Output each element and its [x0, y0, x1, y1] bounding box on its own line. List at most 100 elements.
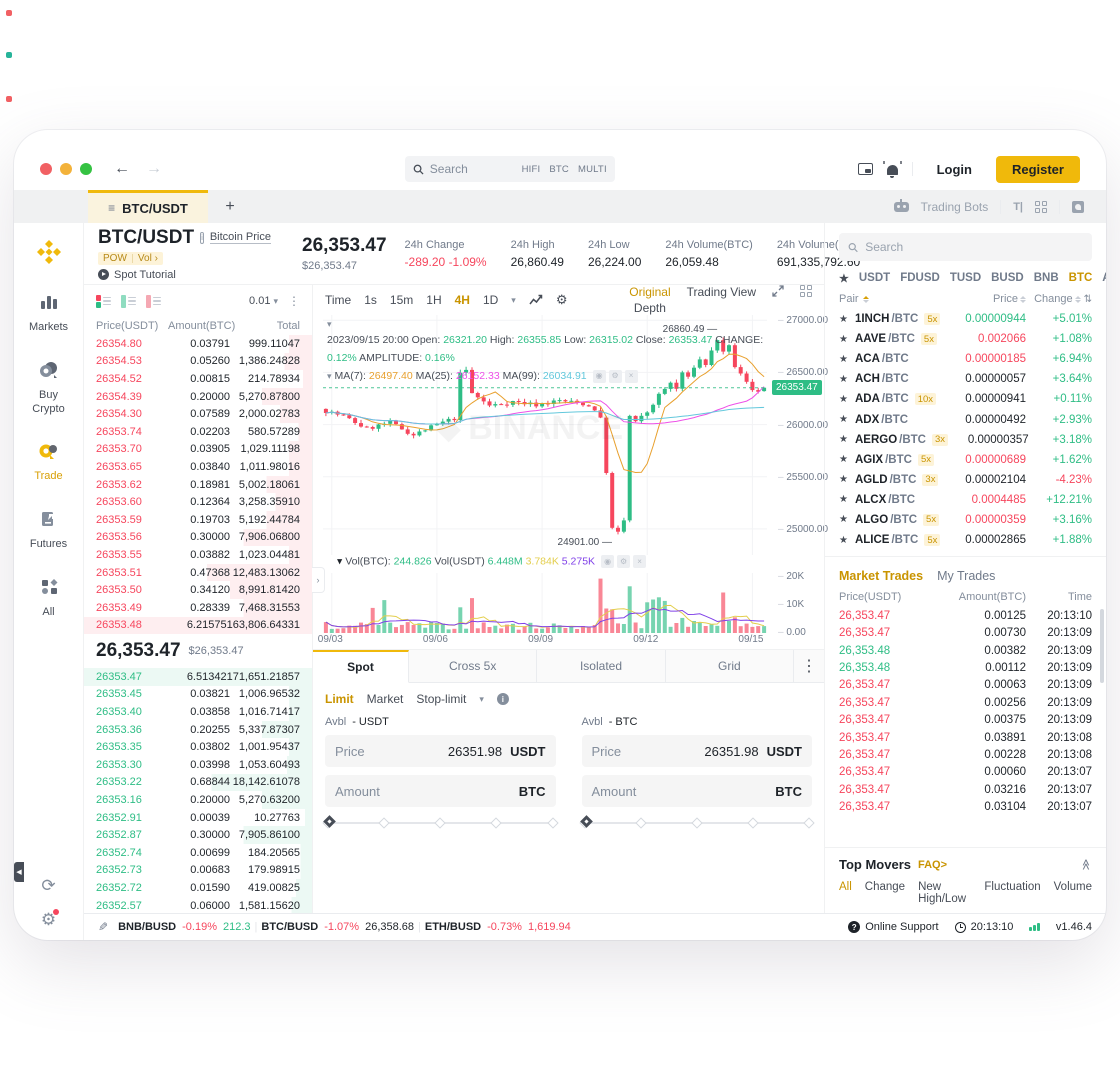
close-icon[interactable]: × [624, 369, 638, 383]
spot-tutorial-link[interactable]: Spot Tutorial [98, 269, 266, 281]
buy-percent-slider[interactable] [322, 814, 559, 831]
pair-row[interactable]: ★ ACA/BTC 0.00000185 +6.94% [825, 349, 1106, 369]
tab-market-trades[interactable]: Market Trades [839, 569, 924, 584]
quote-tab-al[interactable]: AL [1102, 272, 1106, 284]
orderbook-ask-row[interactable]: 26353.60 0.12364 3,258.35910 [84, 493, 312, 511]
favorite-star-icon[interactable]: ★ [839, 313, 848, 325]
form-tab-spot[interactable]: Spot [313, 650, 409, 683]
trade-row[interactable]: 26,353.47 0.00228 20:13:08 [825, 746, 1106, 763]
pip-window-icon[interactable] [857, 163, 873, 175]
movers-tab-new-high-low[interactable]: New High/Low [918, 881, 967, 905]
online-support[interactable]: ? Online Support [848, 921, 939, 933]
trade-row[interactable]: 26,353.48 0.00382 20:13:09 [825, 642, 1106, 659]
orderbook-bid-row[interactable]: 26353.16 0.20000 5,270.63200 [84, 791, 312, 809]
orderbook-bid-row[interactable]: 26352.87 0.30000 7,905.86100 [84, 826, 312, 845]
movers-tab-volume[interactable]: Volume [1053, 881, 1092, 893]
orderbook-ask-row[interactable]: 26353.74 0.02203 580.57289 [84, 422, 312, 441]
faq-link[interactable]: FAQ> [918, 858, 948, 871]
search-hot-words[interactable]: HIFI BTC MULTI [522, 164, 607, 175]
orderbook-bid-row[interactable]: 26353.22 0.68844 18,142.61078 [84, 773, 312, 792]
orderbook-ask-row[interactable]: 26353.48 6.21575 163,806.64331 [84, 616, 312, 635]
legend-collapse-icon[interactable]: ▾ [327, 319, 332, 329]
hot-word-hifi[interactable]: HIFI [521, 163, 541, 175]
pair-row[interactable]: ★ AERGO/BTC 3x 0.00000357 +3.18% [825, 430, 1106, 450]
slider-stop[interactable] [434, 817, 446, 829]
close-window-button[interactable] [40, 163, 52, 175]
view-trading-view[interactable]: Trading View [686, 285, 756, 299]
notification-bell-icon[interactable] [886, 165, 898, 178]
col-change[interactable]: Change [1034, 293, 1073, 305]
pair-row[interactable]: ★ ALICE/BTC 5x 0.00002865 +1.88% [825, 530, 1106, 550]
slider-stop[interactable] [546, 817, 559, 829]
trades-scrollbar[interactable] [1100, 609, 1104, 684]
tab-btc-usdt[interactable]: ≡ BTC/USDT [88, 190, 208, 223]
trade-row[interactable]: 26,353.47 0.00060 20:13:07 [825, 764, 1106, 781]
binance-logo[interactable] [34, 237, 64, 267]
view-depth[interactable]: Depth [633, 301, 666, 315]
orderbook-ask-row[interactable]: 26353.50 0.34120 8,991.81420 [84, 581, 312, 599]
fullscreen-icon[interactable] [772, 285, 784, 297]
sidebar-collapse-handle[interactable]: ◀ [14, 862, 24, 882]
favorite-star-icon[interactable]: ★ [839, 393, 848, 405]
quote-tab-usdt[interactable]: USDT [858, 272, 891, 284]
slider-stop[interactable] [747, 817, 759, 829]
new-tab-button[interactable]: + [225, 197, 235, 215]
trade-row[interactable]: 26,353.47 0.00256 20:13:09 [825, 694, 1106, 711]
interval-1s[interactable]: 1s [364, 293, 377, 307]
statusbar-ticker[interactable]: ETH/BUSD -0.73% 1,619.94 [425, 921, 571, 933]
order-type-stop-limit[interactable]: Stop-limit [416, 692, 467, 706]
guide-icon[interactable] [1072, 200, 1084, 213]
sidebar-item-markets[interactable]: Markets [14, 293, 83, 335]
interval-1d[interactable]: 1D [482, 293, 499, 307]
pair-search[interactable] [839, 233, 1092, 261]
swap-columns-icon[interactable]: ⇅ [1083, 294, 1092, 305]
pair-tags[interactable]: POW Vol › [98, 251, 163, 265]
movers-tab-fluctuation[interactable]: Fluctuation [984, 881, 1041, 893]
orderbook-bid-row[interactable]: 26353.30 0.03998 1,053.60493 [84, 756, 312, 774]
orderbook-menu-icon[interactable]: ⋮ [288, 294, 300, 308]
sidebar-item-buy-crypto[interactable]: Buy Crypto [14, 361, 83, 417]
slider-stop[interactable] [634, 817, 647, 829]
order-type-limit[interactable]: Limit [325, 692, 354, 706]
trade-row[interactable]: 26,353.47 0.03891 20:13:08 [825, 729, 1106, 746]
hot-word-multi[interactable]: MULTI [577, 163, 607, 175]
pair-row[interactable]: ★ ALCX/BTC 0.0004485 +12.21% [825, 490, 1106, 510]
favorite-star-icon[interactable]: ★ [839, 514, 848, 526]
trade-row[interactable]: 26,353.47 0.00125 20:13:10 [825, 607, 1106, 624]
slider-stop[interactable] [691, 817, 703, 829]
orderbook-ask-row[interactable]: 26353.49 0.28339 7,468.31553 [84, 598, 312, 617]
pair-row[interactable]: ★ ALGO/BTC 5x 0.00000359 +3.16% [825, 510, 1106, 530]
sidebar-item-all[interactable]: All [14, 578, 83, 620]
trading-bots-link[interactable]: Trading Bots [920, 199, 989, 214]
sidebar-item-futures[interactable]: Futures [14, 510, 83, 552]
orderbook-bid-row[interactable]: 26352.72 0.01590 419.00825 [84, 879, 312, 897]
edit-tickers-icon[interactable]: ✎ [98, 920, 109, 934]
chart-settings-gear-icon[interactable]: ⚙ [555, 292, 568, 307]
orderbook-expand-handle[interactable]: › [312, 567, 325, 593]
layout-grid-icon[interactable] [800, 285, 812, 297]
buy-price-field[interactable]: Price 26351.98 USDT [325, 735, 556, 767]
favorite-star-icon[interactable]: ★ [839, 333, 848, 345]
statusbar-ticker[interactable]: BTC/BUSD -1.07% 26,358.68 [261, 921, 414, 933]
orderbook-ask-row[interactable]: 26354.52 0.00815 214.78934 [84, 370, 312, 388]
slider-stop[interactable] [490, 817, 503, 829]
pair-row[interactable]: ★ AGIX/BTC 5x 0.00000689 +1.62% [825, 450, 1106, 470]
settings-gear-icon[interactable]: ⚙ [40, 909, 60, 929]
movers-tab-change[interactable]: Change [864, 881, 906, 893]
orderbook-ask-row[interactable]: 26353.62 0.18981 5,002.18061 [84, 475, 312, 494]
global-search[interactable]: HIFI BTC MULTI [404, 156, 615, 182]
interval-15m[interactable]: 15m [389, 293, 414, 307]
collapse-chevrons-icon[interactable]: ≪ [1079, 858, 1092, 871]
order-type-market[interactable]: Market [366, 692, 404, 706]
layout-t-icon[interactable]: T| [1013, 200, 1023, 213]
coin-info-icon[interactable]: i [200, 231, 204, 244]
orderbook-bid-row[interactable]: 26353.45 0.03821 1,006.96532 [84, 685, 312, 704]
orderbook-bid-row[interactable]: 26352.73 0.00683 179.98915 [84, 861, 312, 880]
tag-pow[interactable]: POW [103, 252, 127, 264]
orderbook-bid-row[interactable]: 26353.36 0.20255 5,337.87307 [84, 720, 312, 739]
order-type-dropdown-icon[interactable]: ▾ [479, 693, 484, 704]
favorite-star-icon[interactable]: ★ [839, 534, 848, 546]
candlestick-chart[interactable] [323, 315, 767, 555]
candle-plot[interactable]: ◆ BINANCE ▾ 2023/09/15 20:00 Open: 26321.20… [323, 315, 767, 555]
orderbook-mode-asks-icon[interactable] [146, 294, 161, 308]
